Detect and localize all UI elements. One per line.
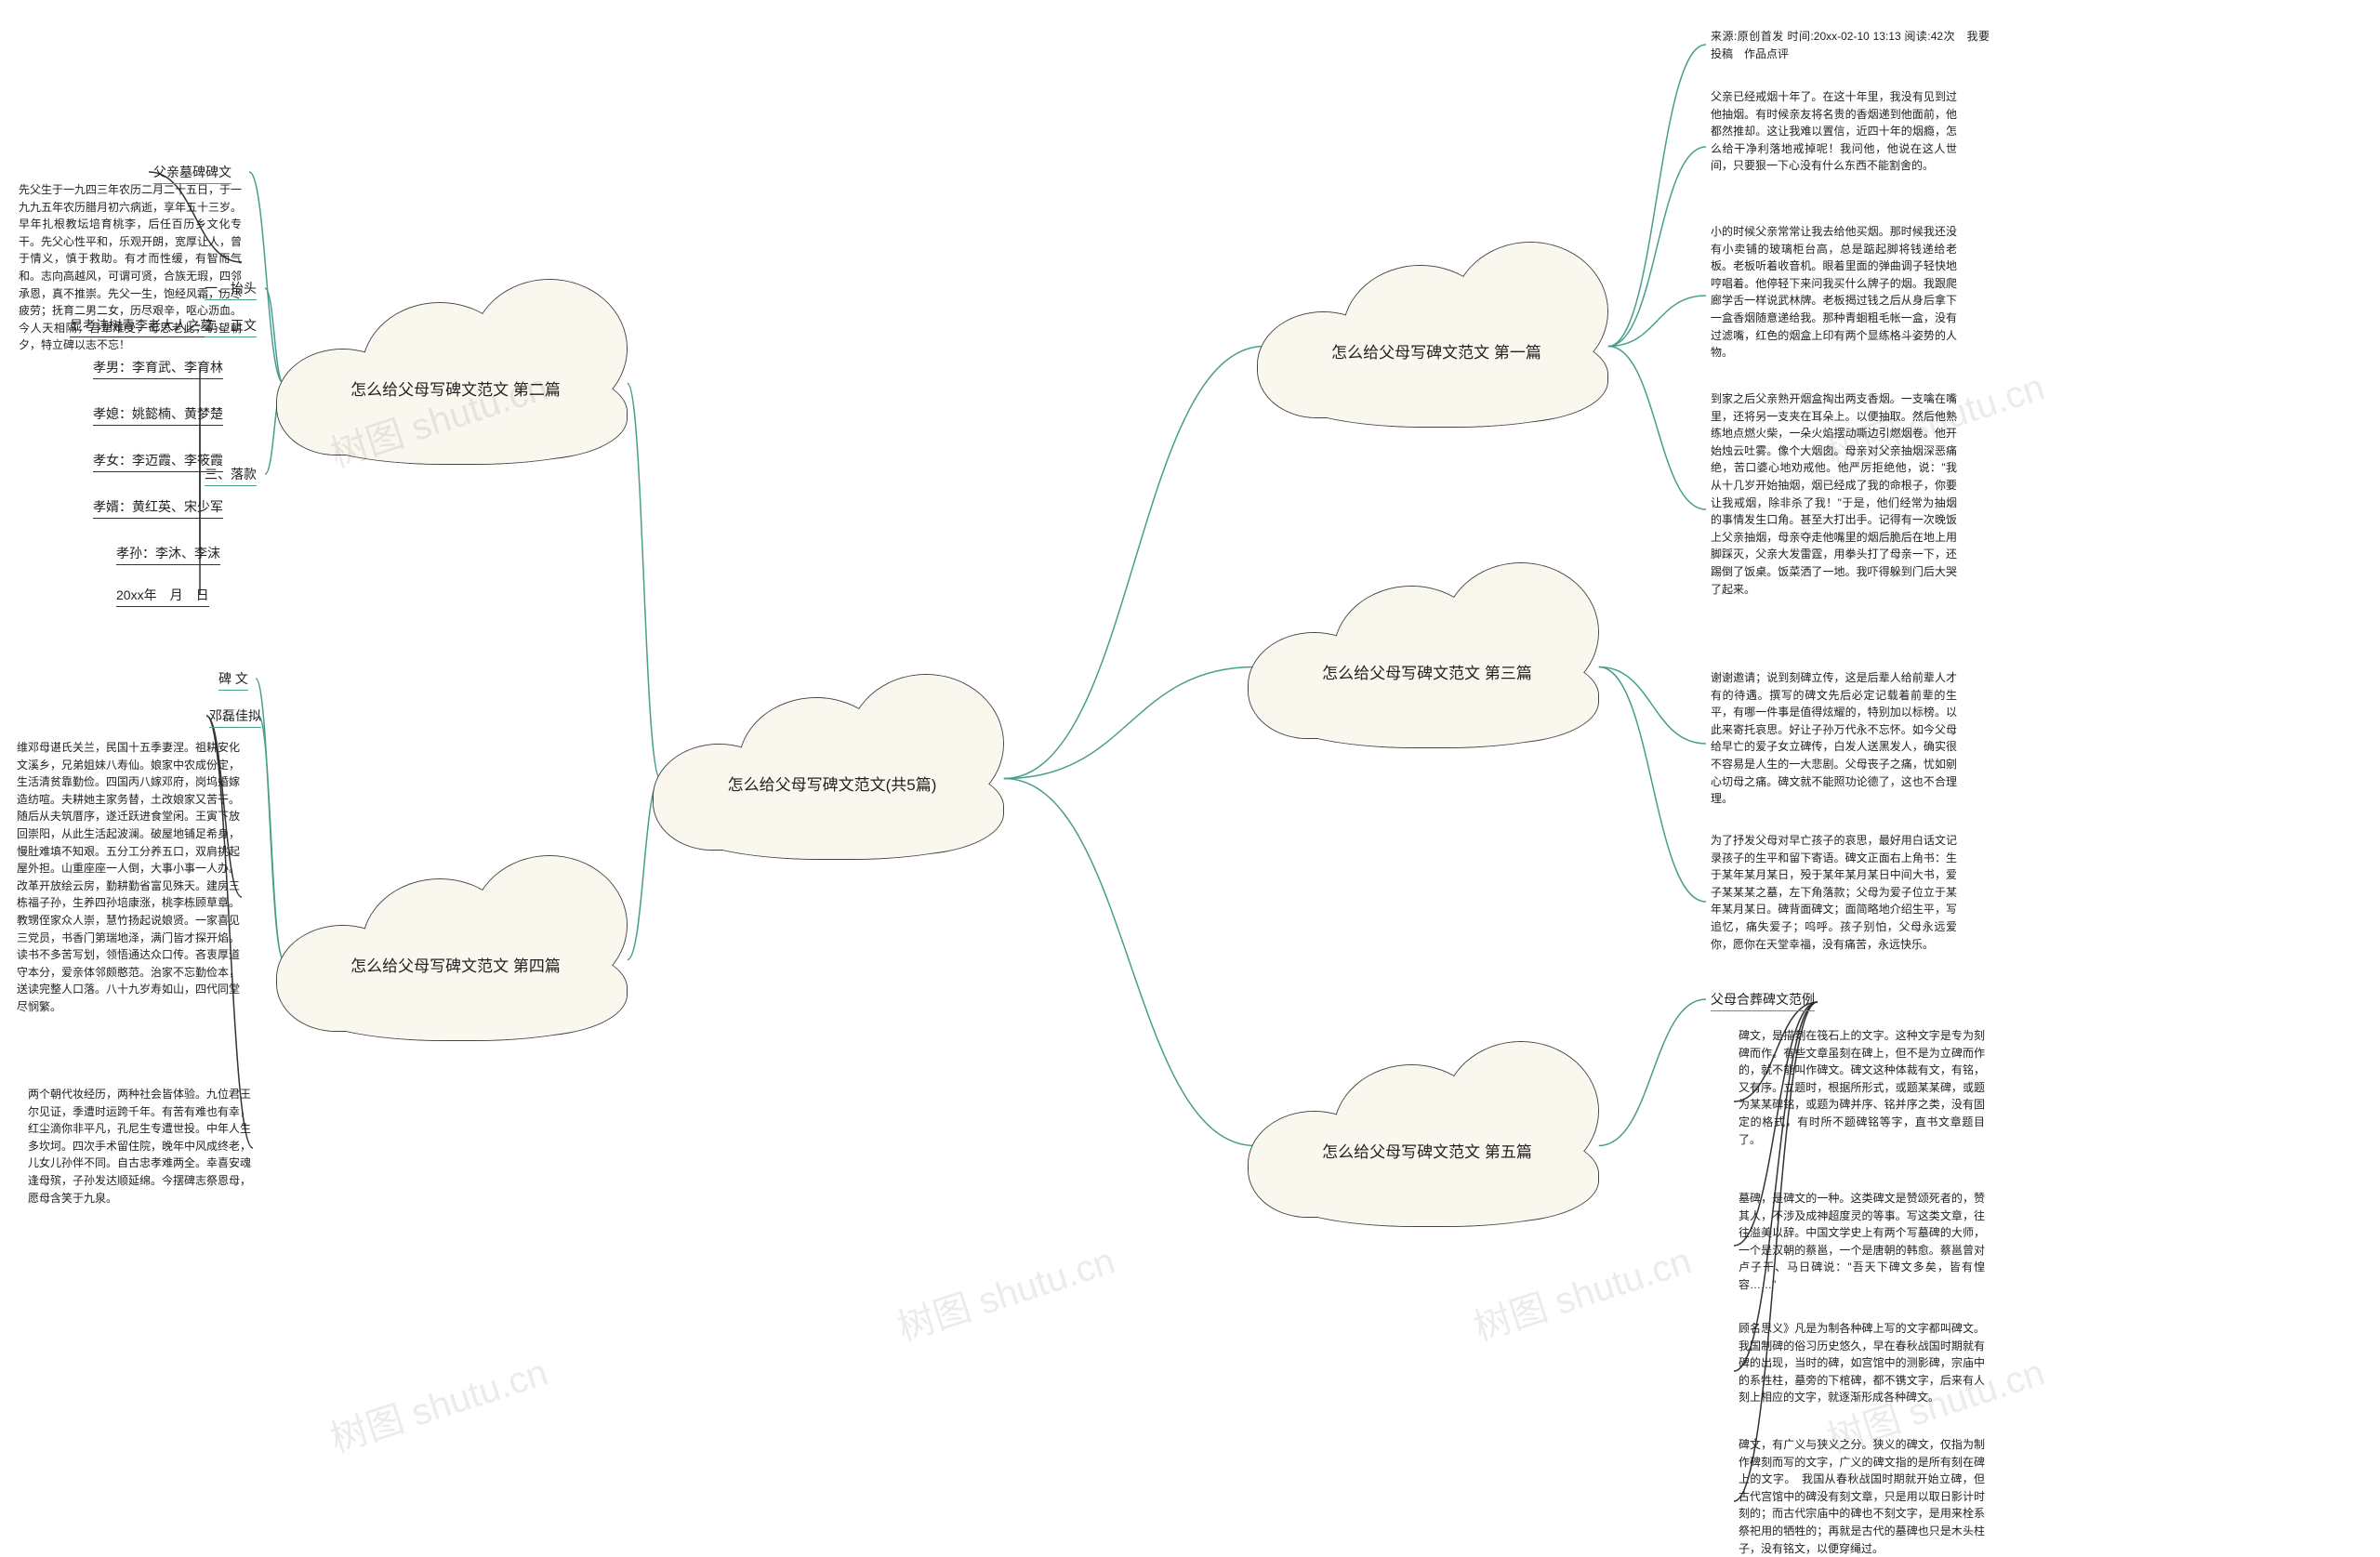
b4-leaf-1[interactable]: 碑 文 <box>218 669 248 691</box>
root-node[interactable] <box>637 627 1027 860</box>
b2-leaf-11[interactable]: 20xx年 月 日 <box>116 586 209 607</box>
branch-label-1: 怎么给父母写碑文范文 第一篇 <box>1325 339 1548 363</box>
b4-leaf-2[interactable]: 邓磊佳拟 <box>209 706 261 728</box>
branch-node-3[interactable] <box>1232 516 1622 748</box>
b3-text-1: 谢谢邀请；说到刻碑立传，这是后辈人给前辈人才有的待遇。撰写的碑文先后必定记载着前… <box>1711 669 1957 808</box>
b2-leaf-9[interactable]: 孝婿：黄红英、宋少军 <box>93 497 223 519</box>
watermark: 树图 shutu.cn <box>890 1231 1120 1352</box>
b5-text-1: 碑文，是描刻在筏石上的文字。这种文字是专为刻碑而作。有些文章虽刻在碑上，但不是为… <box>1739 1027 1985 1148</box>
b1-text-2: 父亲已经戒烟十年了。在这十年里，我没有见到过他抽烟。有时候亲友将名贵的香烟递到他… <box>1711 88 1957 175</box>
branch-label-2: 怎么给父母写碑文范文 第二篇 <box>344 376 567 400</box>
b1-text-1: 来源:原创首发 时间:20xx-02-10 13:13 阅读:42次 我要投稿 … <box>1711 28 1990 62</box>
b5-text-4: 碑文，有广义与狭义之分。狭义的碑文，仅指为制作碑刻而写的文字，广义的碑文指的是所… <box>1739 1436 1985 1557</box>
b2-text-body: 先父生于一九四三年农历二月二十五日，于一九九五年农历腊月初六病逝，享年五十三岁。… <box>19 181 242 354</box>
branch-node-1[interactable] <box>1241 195 1632 428</box>
watermark: 树图 shutu.cn <box>323 1342 553 1463</box>
b2-leaf-10[interactable]: 孝孙：李沐、李沫 <box>116 544 220 565</box>
root-label: 怎么给父母写碑文范文(共5篇) <box>721 772 944 795</box>
branch-label-5: 怎么给父母写碑文范文 第五篇 <box>1316 1139 1539 1162</box>
branch-label-3: 怎么给父母写碑文范文 第三篇 <box>1316 660 1539 683</box>
b2-leaf-8[interactable]: 孝女：李迈霞、李筱霞 <box>93 451 223 472</box>
branch-label-4: 怎么给父母写碑文范文 第四篇 <box>344 953 567 976</box>
b5-text-3: 顾名思义》凡是为制各种碑上写的文字都叫碑文。我国制碑的俗习历史悠久，早在春秋战国… <box>1739 1320 1985 1406</box>
b5-leaf-1[interactable]: 父母合葬碑文范例 <box>1711 990 1815 1011</box>
b1-text-3: 小的时候父亲常常让我去给他买烟。那时候我还没有小卖铺的玻璃柜台高，总是踮起脚将钱… <box>1711 223 1957 362</box>
branch-node-5[interactable] <box>1232 995 1622 1227</box>
b2-leaf-6[interactable]: 孝男：李育武、李育林 <box>93 358 223 379</box>
b4-text-2: 两个朝代妆经历，两种社会皆体验。九位君王尔见证，季遭时运跨千年。有苦有难也有幸，… <box>28 1086 251 1207</box>
branch-node-2[interactable] <box>260 232 651 465</box>
b1-text-4: 到家之后父亲熟开烟盒掏出两支香烟。一支噙在嘴里，还将另一支夹在耳朵上。以便抽取。… <box>1711 390 1957 598</box>
b3-text-2: 为了抒发父母对早亡孩子的哀思，最好用白话文记录孩子的生平和留下寄语。碑文正面右上… <box>1711 832 1957 953</box>
b4-text-1: 维邓母谌氏关兰，民国十五季妻涅。祖耕安化文溪乡，兄弟姐妹八寿仙。娘家中农成份定，… <box>17 739 240 1016</box>
watermark: 树图 shutu.cn <box>1466 1231 1697 1352</box>
b2-leaf-7[interactable]: 孝媳：姚懿楠、黄梦楚 <box>93 404 223 426</box>
b5-text-2: 墓碑，是碑文的一种。这类碑文是赞颂死者的，赞其人，不涉及成神超度灵的等事。写这类… <box>1739 1190 1985 1294</box>
branch-node-4[interactable] <box>260 809 651 1041</box>
